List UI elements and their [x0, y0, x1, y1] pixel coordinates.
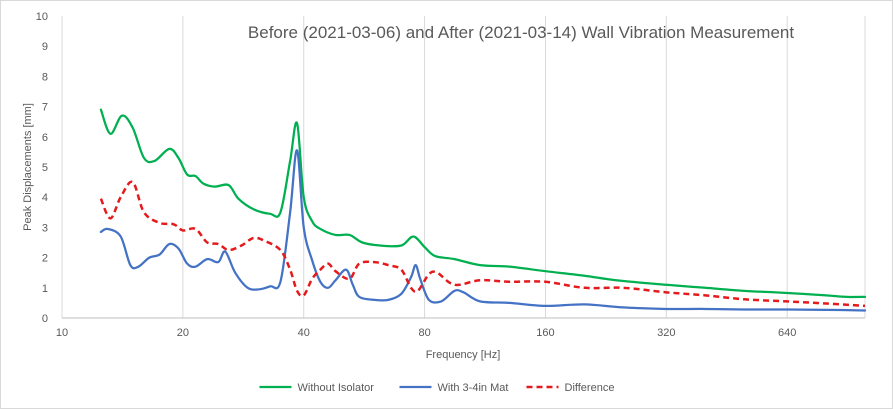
x-tick-label: 80 [418, 327, 430, 339]
x-axis-title: Frequency [Hz] [426, 349, 501, 361]
y-tick-label: 4 [42, 192, 48, 204]
x-tick-label: 10 [56, 327, 68, 339]
x-tick-label: 640 [778, 327, 796, 339]
x-tick-label: 20 [177, 327, 189, 339]
series-line-with-3-4in-mat [99, 149, 867, 312]
y-tick-label: 3 [42, 222, 48, 234]
x-tick-label: 40 [298, 327, 310, 339]
chart-title: Before (2021-03-06) and After (2021-03-1… [248, 23, 794, 42]
series-lines [99, 108, 867, 312]
legend: Without Isolator With 3-4in Mat Difference [259, 382, 615, 394]
series-line-without-isolator [99, 108, 867, 299]
y-tick-label: 8 [42, 71, 48, 83]
y-tick-label: 5 [42, 162, 48, 174]
series-line-difference [99, 180, 866, 308]
y-tick-label: 7 [42, 102, 48, 114]
y-tick-label: 0 [42, 313, 48, 325]
y-tick-label: 2 [42, 253, 48, 265]
y-tick-label: 10 [36, 11, 48, 23]
legend-label-without-isolator: Without Isolator [298, 382, 375, 394]
grid-lines [61, 16, 866, 318]
y-tick-label: 9 [42, 41, 48, 53]
legend-label-difference: Difference [565, 382, 615, 394]
x-tick-label: 160 [536, 327, 554, 339]
legend-label-with-3-4in-mat: With 3-4in Mat [438, 382, 509, 394]
y-axis-title: Peak Displacements [mm] [22, 103, 34, 231]
y-tick-label: 6 [42, 132, 48, 144]
y-tick-label: 1 [42, 283, 48, 295]
axes: 10 20 40 80 160 320 640 0 1 2 3 4 5 6 7 8 9 10 [36, 11, 865, 339]
x-tick-label: 320 [657, 327, 675, 339]
